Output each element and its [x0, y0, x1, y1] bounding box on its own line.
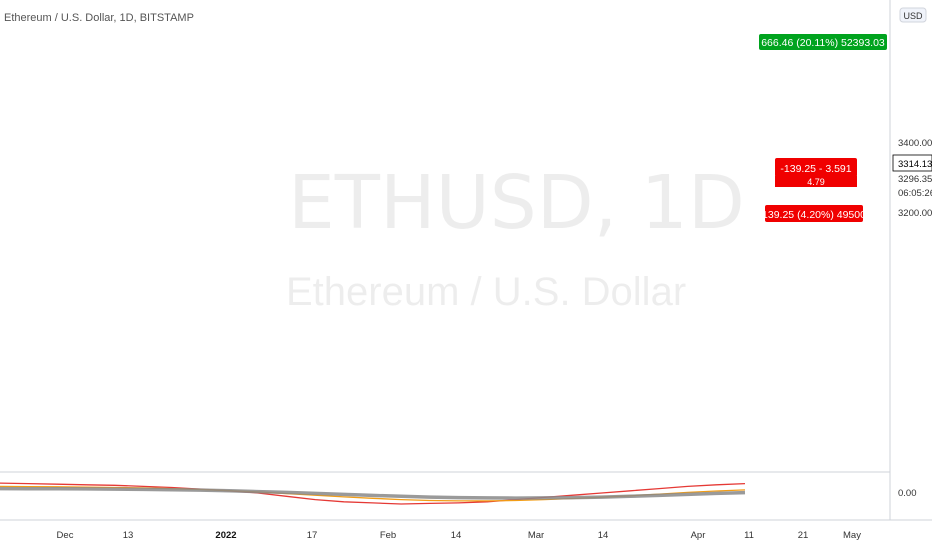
time-tick-label: Mar — [528, 530, 544, 541]
time-axis[interactable]: Dec 13 2022 17 Feb 14 Mar 14 Apr 11 21 May — [57, 530, 862, 541]
target-label-bg — [759, 34, 887, 50]
price-tag-last: 3296.35 — [898, 174, 932, 185]
time-tick-label: Feb — [380, 530, 396, 541]
watermark-name: Ethereum / U.S. Dollar — [286, 270, 686, 314]
time-tick-label: May — [843, 530, 861, 541]
time-tick-label: 14 — [451, 530, 462, 541]
time-tick-label: 11 — [744, 530, 754, 541]
oscillator-line — [0, 482, 746, 505]
stop-label-bg — [765, 205, 863, 222]
time-tick-label: 17 — [307, 530, 318, 541]
ratio-label-bg — [775, 176, 857, 187]
oscillator-zero-label: 0.00 — [898, 488, 917, 499]
price-tag-countdown: 06:05:26 — [898, 188, 932, 199]
time-tick-label: Dec — [57, 530, 74, 541]
ratio-label: 4.79 — [807, 177, 825, 187]
pnl-label: -139.25 - 3.591 — [780, 163, 851, 175]
pnl-label-bg — [775, 158, 857, 177]
position-labels: 666.46 (20.11%) 52393.03 -139.25 - 3.591… — [759, 34, 887, 222]
time-tick-label: Apr — [691, 530, 706, 541]
price-tag-high: 3314.13 — [898, 159, 932, 170]
price-axis[interactable]: 3800.003600.003000.002800.002650.002530.… — [892, 0, 932, 499]
price-tick-partial: 3200.00 — [898, 208, 932, 219]
currency-badge-text: USD — [903, 11, 923, 21]
oscillator-pane — [0, 482, 746, 505]
price-tag-high-bg — [892, 154, 932, 172]
oscillator-line — [0, 486, 746, 500]
target-label: 666.46 (20.11%) 52393.03 — [761, 37, 885, 49]
stop-label: 139.25 (4.20%) 49500 — [762, 209, 866, 221]
currency-badge[interactable] — [899, 7, 927, 23]
time-tick-label: 13 — [123, 530, 134, 541]
time-tick-label: 21 — [798, 530, 809, 541]
symbol-legend[interactable]: Ethereum / U.S. Dollar, 1D, BITSTAMP — [4, 12, 194, 24]
time-tick-label: 14 — [598, 530, 609, 541]
time-tick-label: 2022 — [215, 530, 236, 541]
watermark-ticker: ETHUSD, 1D — [288, 160, 745, 246]
price-tick-partial: 3400.00 — [898, 138, 932, 149]
